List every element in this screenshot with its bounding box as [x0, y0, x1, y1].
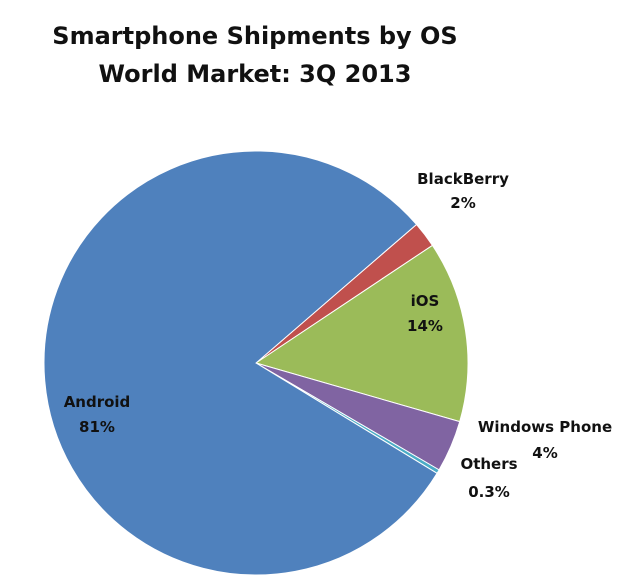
slice-label-ios-name: iOS [411, 292, 440, 310]
pie-slices [43, 150, 469, 576]
pie-slice-ios [254, 244, 469, 423]
chart-subtitle: World Market: 3Q 2013 [99, 60, 412, 88]
slice-label-android-value: 81% [79, 418, 115, 436]
slice-label-others-name: Others [460, 455, 517, 473]
chart-title: Smartphone Shipments by OS [52, 22, 457, 50]
slice-label-blackberry-name: BlackBerry [417, 170, 509, 188]
slice-label-ios-value: 14% [407, 317, 443, 335]
pie-slice-android [43, 150, 438, 576]
slice-label-windows-phone-value: 4% [532, 444, 557, 462]
slice-label-blackberry-value: 2% [450, 194, 475, 212]
slice-label-others-value: 0.3% [468, 483, 510, 501]
slice-label-windows-phone-name: Windows Phone [478, 418, 612, 436]
slice-label-android-name: Android [64, 393, 131, 411]
